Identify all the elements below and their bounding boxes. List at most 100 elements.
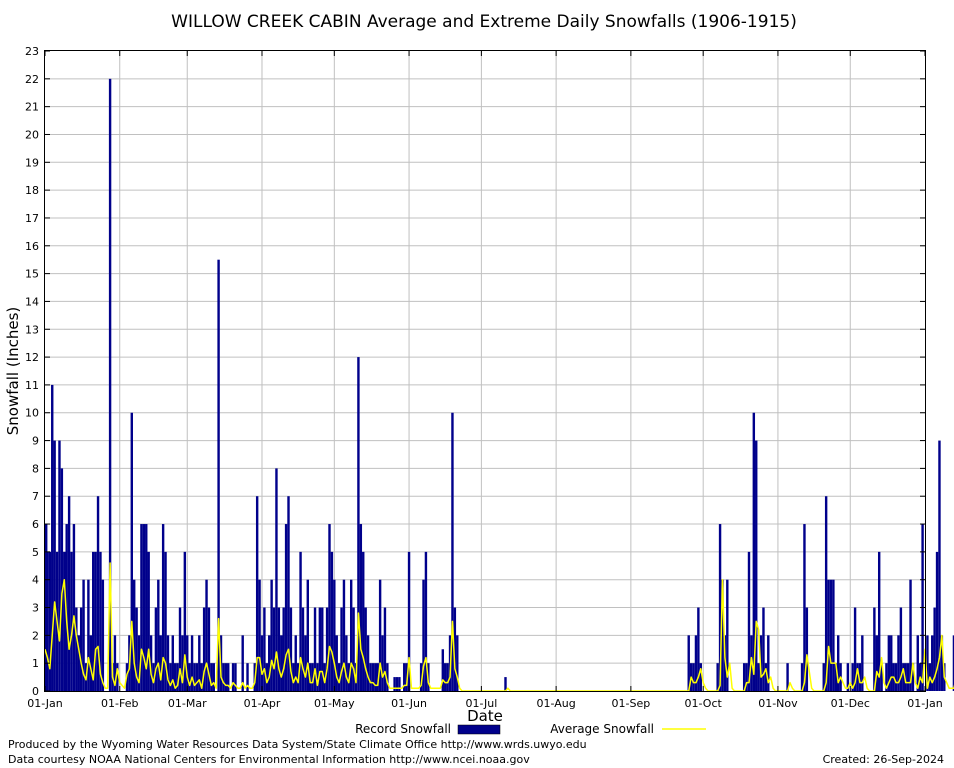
record-snowfall-bar: [374, 663, 377, 691]
record-snowfall-bar: [195, 663, 199, 691]
legend-record-swatch: [457, 724, 501, 735]
record-snowfall-bar: [130, 412, 133, 691]
record-snowfall-bar: [190, 635, 194, 691]
record-snowfall-bar: [325, 607, 329, 691]
record-snowfall-bar: [246, 663, 249, 691]
record-snowfall-bar: [152, 663, 155, 691]
record-snowfall-bar: [284, 524, 288, 691]
record-snowfall-bar: [451, 412, 454, 691]
record-snowfall-bar: [280, 635, 283, 691]
x-tick-label: 01-Jun: [391, 697, 427, 710]
x-axis-label: Date: [467, 707, 503, 725]
record-snowfall-bar: [747, 551, 751, 691]
record-snowfall-bar: [171, 635, 174, 691]
record-snowfall-bar: [198, 635, 201, 691]
y-tick-label: 13: [25, 323, 39, 336]
record-snowfall-bar: [885, 663, 888, 691]
y-tick-label: 15: [25, 268, 39, 281]
record-snowfall-bar: [822, 663, 825, 691]
record-snowfall-bar: [906, 663, 910, 691]
y-tick-label: 6: [32, 518, 39, 531]
record-snowfall-bar: [745, 663, 748, 691]
record-snowfall-bar: [270, 579, 273, 691]
record-snowfall-bar: [94, 551, 97, 691]
x-tick-label: 01-Jul: [465, 697, 497, 710]
record-snowfall-bar: [875, 635, 878, 691]
record-snowfall-bar: [140, 524, 143, 691]
record-snowfall-bar: [173, 663, 177, 691]
record-snowfall-bar: [135, 607, 138, 691]
record-snowfall-bar: [234, 663, 237, 691]
record-snowfall-bar: [837, 635, 840, 691]
record-snowfall-bar: [58, 440, 61, 691]
record-snowfall-bar: [159, 635, 162, 691]
footer-created: Created: 26-Sep-2024: [823, 753, 944, 766]
y-tick-label: 19: [25, 156, 39, 169]
record-snowfall-bar: [149, 635, 153, 691]
record-snowfall-bar: [834, 663, 837, 691]
record-snowfall-bar: [786, 663, 789, 691]
record-snowfall-bar: [183, 551, 187, 691]
record-snowfall-bar: [824, 496, 828, 691]
record-snowfall-bar: [894, 663, 898, 691]
grid-lines: [45, 51, 925, 691]
record-snowfall-bar: [46, 551, 49, 691]
record-snowfall-bar: [846, 663, 850, 691]
record-snowfall-bar: [176, 663, 179, 691]
record-snowfall-bar: [911, 663, 915, 691]
record-snowfall-bar: [294, 635, 297, 691]
record-snowfall-bar: [378, 579, 382, 691]
record-snowfall-bar: [345, 635, 348, 691]
record-snowfall-bar: [323, 663, 326, 691]
record-snowfall-bar: [178, 607, 182, 691]
record-snowfall-bar: [181, 635, 184, 691]
record-snowfall-bar: [757, 663, 760, 691]
x-tick-label: 01-Jan: [27, 697, 63, 710]
record-snowfall-bar: [60, 468, 64, 691]
footer-data-courtesy: Data courtesy NOAA National Centers for …: [8, 753, 530, 766]
legend-record-label: Record Snowfall: [355, 722, 451, 736]
y-axis-label: Snowfall (Inches): [4, 307, 22, 435]
record-snowfall-bar: [330, 551, 334, 691]
legend: Record Snowfall Average Snowfall: [355, 722, 706, 736]
record-snowfall-bar: [92, 551, 95, 691]
x-tick-label: 01-Aug: [537, 697, 576, 710]
record-snowfall-bar: [718, 524, 722, 691]
record-snowfall-bar: [851, 663, 854, 691]
x-axis-ticks: 01-Jan 01-Feb 01-Mar 01-Apr 01-May 01-Jun 01-J…: [27, 51, 943, 710]
record-snowfall-bar: [880, 663, 883, 691]
record-snowfall-bar: [424, 551, 428, 691]
record-snowfall-bar: [301, 607, 305, 691]
record-snowfall-bar: [933, 607, 936, 691]
record-snowfall-bar: [255, 496, 259, 691]
record-snowfall-bar: [853, 607, 857, 691]
x-tick-label: 01-Nov: [758, 697, 798, 710]
y-tick-label: 0: [32, 685, 39, 698]
record-snowfall-bar: [393, 677, 396, 691]
y-tick-label: 5: [32, 546, 39, 559]
record-snowfall-bar: [268, 635, 271, 691]
record-snowfall-bar: [504, 677, 507, 691]
record-snowfall-bar: [82, 579, 85, 691]
record-snowfall-bar: [287, 496, 290, 691]
record-snowfall-bar: [376, 663, 379, 691]
record-snowfall-bar: [386, 663, 389, 691]
record-snowfall-bar: [306, 579, 309, 691]
record-snowfall-bar: [926, 635, 929, 691]
record-snowfall-bar: [70, 551, 73, 691]
x-tick-label: 01-Feb: [101, 697, 138, 710]
record-snowfall-bar: [692, 663, 695, 691]
record-snowfall-bar: [99, 551, 102, 691]
record-snowfall-bar: [299, 551, 302, 691]
record-snowfall-bar: [101, 579, 105, 691]
x-tick-label: 01-May: [314, 697, 355, 710]
record-snowfall-bar: [931, 635, 934, 691]
record-snowfall-bar: [340, 607, 343, 691]
y-tick-label: 16: [25, 240, 39, 253]
record-snowfall-bar: [260, 635, 264, 691]
record-snowfall-bar: [207, 607, 211, 691]
record-snowfall-bar: [212, 663, 215, 691]
record-snowfall-bar: [422, 579, 425, 691]
record-snowfall-bar: [381, 635, 384, 691]
record-snowfall-bar: [147, 551, 150, 691]
